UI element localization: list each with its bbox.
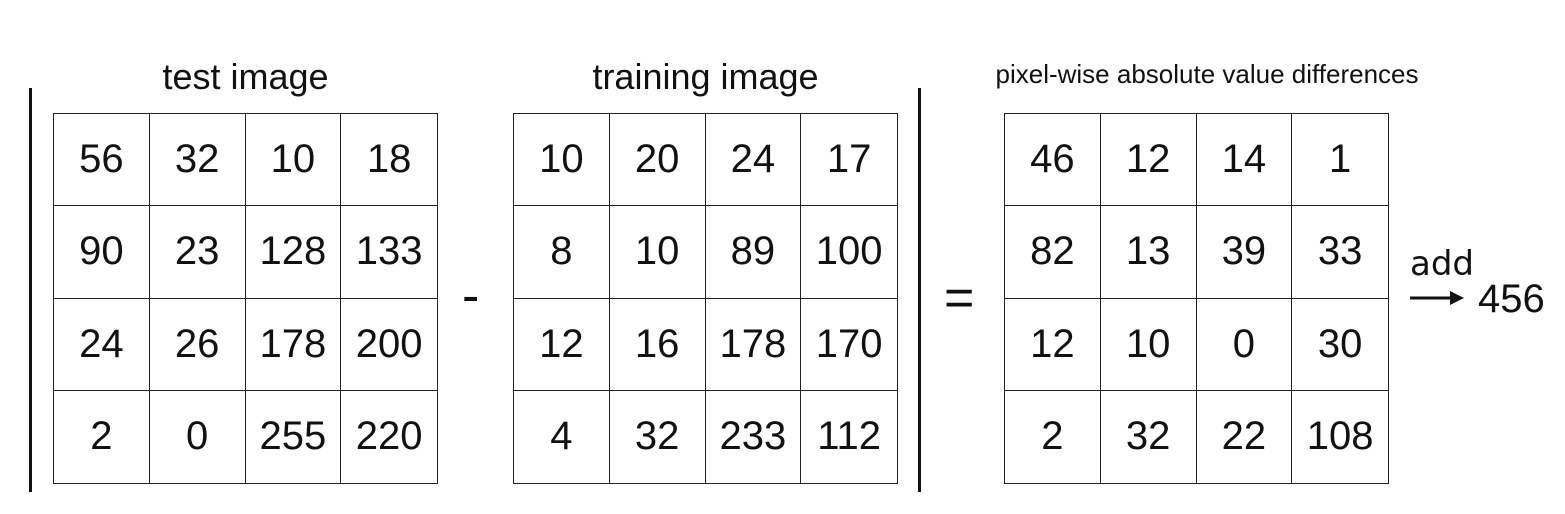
test-image-cell: 23 [149,206,246,299]
test-image-cell: 128 [245,206,342,299]
difference-cell: 10 [1100,298,1197,391]
difference-cell: 12 [1005,298,1101,391]
difference-cell: 46 [1005,114,1101,207]
training-image-cell: 89 [705,206,802,299]
minus-operator: - [462,267,480,325]
test-image-cell: 2 [54,390,150,483]
test-image-cell: 220 [355,414,423,459]
training-image-cell: 24 [705,114,802,207]
difference-cell: 39 [1196,206,1293,299]
test-image-cell: 10 [245,114,342,207]
training-image-cell: 10 [514,114,610,207]
training-image-cell: 178 [705,298,802,391]
equals-operator: = [944,269,975,327]
training-image-cell: 8 [514,206,610,299]
training-image-cell: 100 [801,206,897,299]
right-bracket-bar [918,88,921,492]
training-image-cell: 16 [609,298,706,391]
training-image-title: training image [592,56,819,97]
training-image-cell: 233 [706,390,802,483]
training-image-cell: 12 [514,298,610,391]
difference-cell: 12 [1100,114,1197,207]
test-image-cell: 56 [54,114,150,207]
difference-cell: 0 [1196,298,1293,391]
test-image-title: test image [162,56,329,97]
training-image-cell: 17 [801,114,897,207]
differences-grid: 46 12 14 1 82 13 39 33 12 10 0 30 2 32 22 108 [1004,113,1389,484]
difference-cell: 13 [1100,206,1197,299]
test-image-grid: 56 32 10 18 90 23 128 133 24 26 178 200 2 0 255 220 [53,113,438,484]
training-image-cell: 112 [817,414,882,459]
training-image-grid: 10 20 24 17 8 10 89 100 12 16 178 170 4 32 233 112 [513,113,898,484]
training-image-cell: 32 [610,390,706,483]
test-image-cell: 32 [149,114,246,207]
difference-cell: 32 [1101,390,1197,483]
test-image-cell: 255 [246,390,342,483]
difference-cell: 14 [1196,114,1293,207]
training-image-cell: 10 [609,206,706,299]
test-image-cell: 26 [149,298,246,391]
difference-cell: 82 [1005,206,1101,299]
add-label: add [1410,244,1474,284]
difference-cell: 30 [1292,299,1388,391]
difference-cell: 108 [1306,414,1374,459]
differences-title: pixel-wise absolute value differences [995,59,1419,89]
difference-cell: 2 [1005,390,1101,483]
test-image-cell: 178 [245,298,342,391]
test-image-cell: 90 [54,206,150,299]
left-bracket-bar [29,88,32,492]
training-image-cell: 170 [801,299,897,391]
test-image-cell: 24 [54,298,150,391]
test-image-cell: 200 [341,299,437,391]
test-image-cell: 0 [150,390,246,483]
sum-result: 456 [1478,277,1545,321]
test-image-cell: 133 [341,206,437,299]
training-image-cell: 4 [514,390,610,483]
training-image-cell: 20 [609,114,706,207]
test-image-cell: 18 [341,114,437,207]
right-arrow-icon [1410,291,1464,305]
difference-cell: 22 [1197,390,1293,483]
difference-cell: 1 [1292,114,1388,207]
difference-cell: 33 [1292,206,1388,299]
